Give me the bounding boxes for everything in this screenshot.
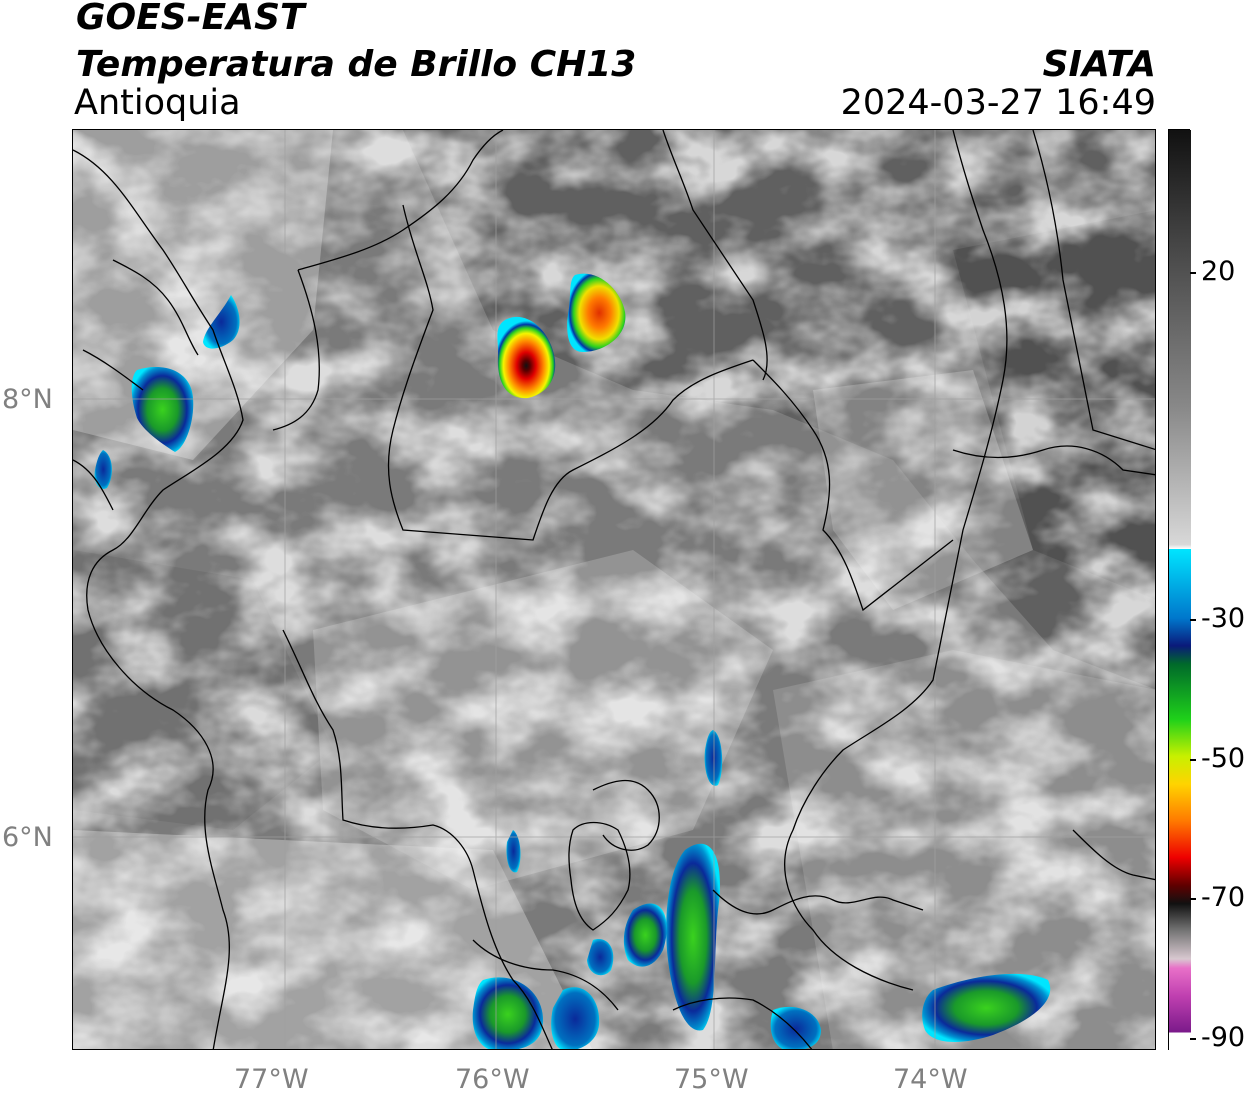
colorbar-tick: [1190, 272, 1196, 274]
region-label: Antioquia: [74, 83, 241, 123]
lon-label-76w: 76°W: [455, 1064, 530, 1095]
satellite-map[interactable]: [72, 129, 1156, 1050]
colorbar-tick: [1190, 1038, 1196, 1040]
colorbar: [1168, 129, 1191, 1051]
lon-label-75w: 75°W: [674, 1064, 749, 1095]
colorbar-label-minus50: -50: [1201, 743, 1246, 774]
map-canvas: [73, 130, 1155, 1049]
colorbar-label-minus30: -30: [1201, 603, 1246, 634]
satellite-title: GOES-EAST: [76, 0, 305, 38]
colorbar-gradient: [1169, 130, 1191, 1051]
colorbar-tick: [1190, 759, 1196, 761]
product-title: Temperatura de Brillo CH13: [76, 44, 637, 85]
lat-label-8n: 8°N: [2, 384, 53, 415]
organization-label: SIATA: [1042, 44, 1156, 85]
boundaries: [73, 130, 1155, 1049]
colorbar-label-minus90: -90: [1201, 1022, 1246, 1053]
lon-label-77w: 77°W: [234, 1064, 309, 1095]
colorbar-label-minus70: -70: [1201, 882, 1246, 913]
lon-label-74w: 74°W: [893, 1064, 968, 1095]
graticule: [73, 130, 1155, 1049]
colorbar-tick: [1190, 619, 1196, 621]
timestamp: 2024-03-27 16:49: [840, 83, 1156, 123]
colorbar-label-20: 20: [1201, 256, 1236, 287]
colorbar-tick: [1190, 898, 1196, 900]
lat-label-6n: 6°N: [2, 822, 53, 853]
